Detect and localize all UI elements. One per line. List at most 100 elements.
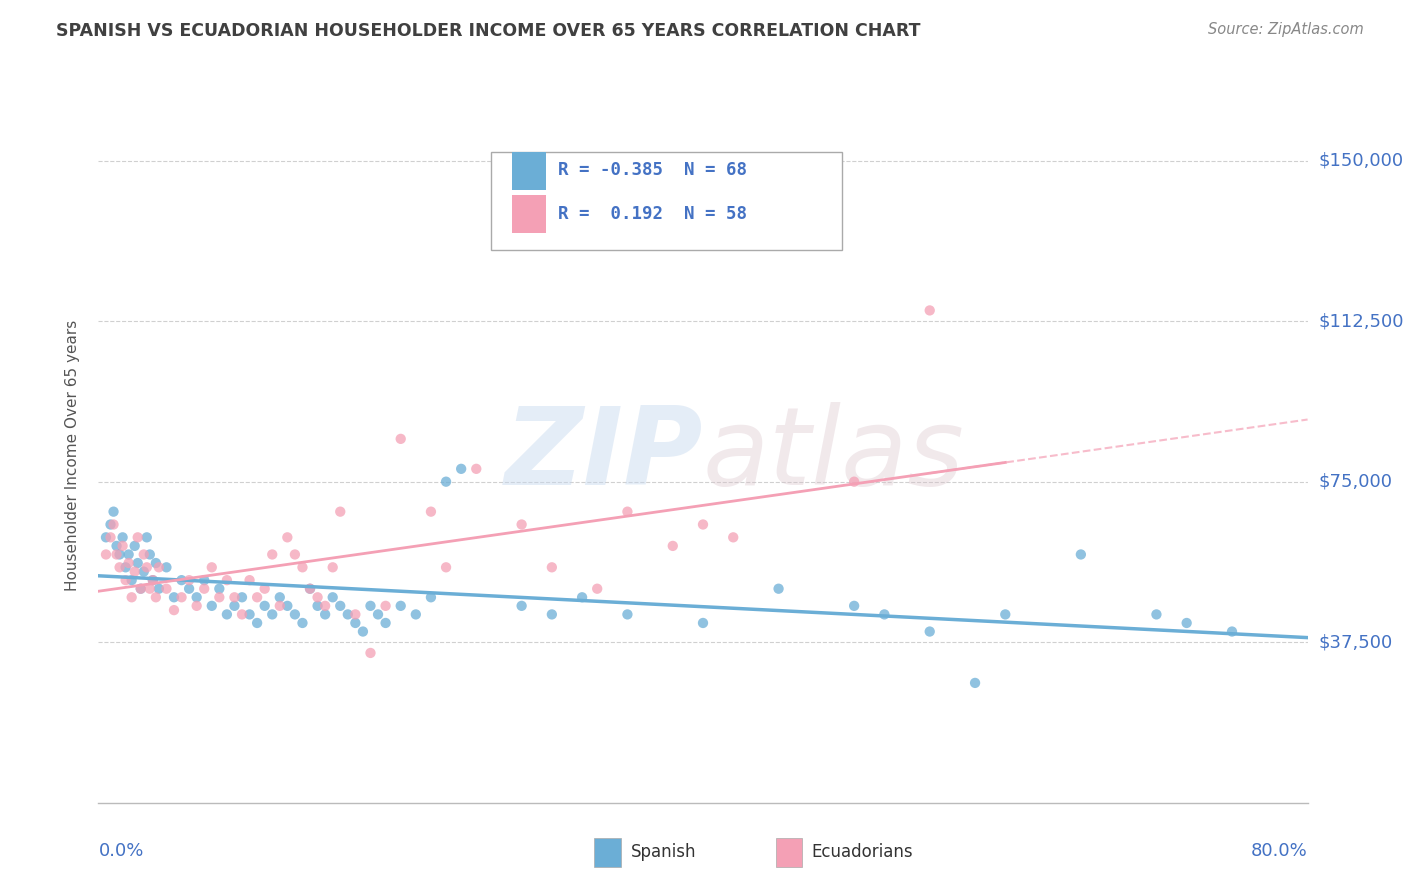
Point — [314, 607, 336, 622]
Point — [105, 548, 128, 562]
Point — [253, 582, 276, 596]
Text: Spanish: Spanish — [630, 843, 696, 861]
Point — [284, 607, 307, 622]
Point — [873, 607, 896, 622]
Point — [114, 560, 136, 574]
Point — [1144, 607, 1167, 622]
Point — [148, 560, 170, 574]
Point — [844, 475, 866, 489]
Point — [367, 607, 389, 622]
Point — [374, 599, 396, 613]
Point — [215, 607, 238, 622]
Point — [344, 607, 367, 622]
Point — [224, 599, 246, 613]
Point — [322, 560, 344, 574]
Point — [307, 599, 329, 613]
Point — [360, 646, 382, 660]
Point — [374, 615, 396, 630]
Text: $112,500: $112,500 — [1319, 312, 1405, 330]
Point — [262, 548, 284, 562]
Point — [540, 607, 562, 622]
FancyBboxPatch shape — [492, 153, 842, 250]
Point — [103, 517, 125, 532]
Point — [108, 560, 131, 574]
Text: $150,000: $150,000 — [1319, 152, 1403, 169]
Point — [139, 548, 162, 562]
Point — [1175, 615, 1198, 630]
Point — [284, 548, 307, 562]
Point — [118, 556, 141, 570]
Text: Source: ZipAtlas.com: Source: ZipAtlas.com — [1208, 22, 1364, 37]
Text: SPANISH VS ECUADORIAN HOUSEHOLDER INCOME OVER 65 YEARS CORRELATION CHART: SPANISH VS ECUADORIAN HOUSEHOLDER INCOME… — [56, 22, 921, 40]
Point — [450, 462, 472, 476]
Point — [246, 615, 269, 630]
Point — [291, 560, 314, 574]
Point — [124, 565, 146, 579]
Text: ZIP: ZIP — [505, 402, 703, 508]
Point — [132, 548, 155, 562]
Point — [329, 505, 352, 519]
Point — [100, 530, 122, 544]
FancyBboxPatch shape — [776, 838, 803, 867]
Point — [201, 560, 224, 574]
Text: R =  0.192  N = 58: R = 0.192 N = 58 — [558, 205, 747, 223]
Point — [155, 560, 177, 574]
Point — [129, 582, 152, 596]
Point — [768, 582, 790, 596]
Point — [121, 573, 143, 587]
Point — [105, 539, 128, 553]
Point — [616, 505, 638, 519]
Point — [163, 591, 186, 605]
Point — [389, 599, 412, 613]
Point — [510, 517, 533, 532]
Point — [420, 505, 443, 519]
Point — [127, 530, 149, 544]
Point — [100, 517, 122, 532]
Point — [322, 591, 344, 605]
Point — [269, 591, 291, 605]
Point — [155, 582, 177, 596]
Text: R = -0.385  N = 68: R = -0.385 N = 68 — [558, 161, 747, 179]
Point — [291, 615, 314, 630]
Point — [201, 599, 224, 613]
Text: 80.0%: 80.0% — [1251, 842, 1308, 860]
Point — [360, 599, 382, 613]
Point — [111, 530, 134, 544]
Point — [918, 624, 941, 639]
Point — [170, 591, 193, 605]
Point — [135, 530, 157, 544]
Point — [389, 432, 412, 446]
Point — [124, 539, 146, 553]
Point — [139, 582, 162, 596]
Point — [231, 591, 253, 605]
Point — [276, 599, 298, 613]
Point — [276, 530, 298, 544]
Point — [692, 517, 714, 532]
Text: atlas: atlas — [703, 402, 965, 508]
Text: $75,000: $75,000 — [1319, 473, 1393, 491]
Text: 0.0%: 0.0% — [98, 842, 143, 860]
Point — [135, 560, 157, 574]
Point — [148, 582, 170, 596]
Point — [253, 599, 276, 613]
Point — [434, 560, 457, 574]
Point — [224, 591, 246, 605]
Point — [723, 530, 745, 544]
Point — [145, 556, 167, 570]
Point — [299, 582, 322, 596]
Point — [142, 573, 165, 587]
Point — [231, 607, 253, 622]
Point — [103, 505, 125, 519]
Point — [336, 607, 359, 622]
Point — [186, 591, 208, 605]
FancyBboxPatch shape — [595, 838, 621, 867]
Point — [540, 560, 562, 574]
FancyBboxPatch shape — [512, 152, 546, 190]
Point — [510, 599, 533, 613]
Point — [142, 573, 165, 587]
Point — [465, 462, 488, 476]
Point — [1070, 548, 1092, 562]
Point — [132, 565, 155, 579]
Point — [420, 591, 443, 605]
Point — [193, 573, 215, 587]
